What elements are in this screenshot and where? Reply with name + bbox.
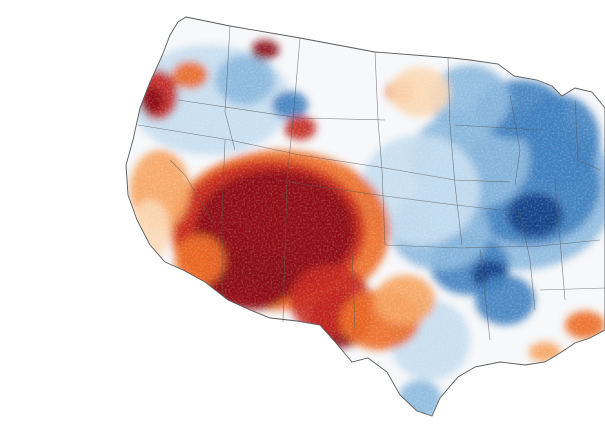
state-boundaries <box>137 25 605 341</box>
